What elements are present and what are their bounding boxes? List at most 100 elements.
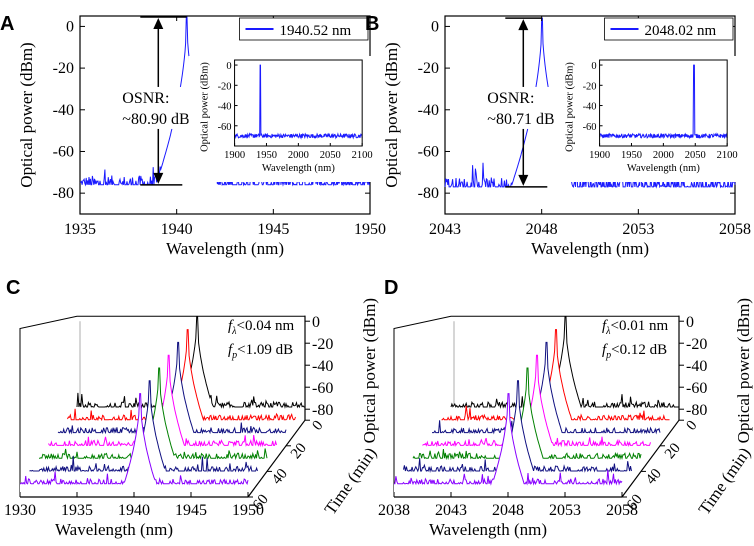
wavelength-stability-label: fλ<0.01 nm	[602, 318, 668, 337]
x-axis-label: Wavelength (nm)	[166, 239, 284, 258]
x-axis-label: Wavelength (nm)	[429, 520, 547, 539]
osnr-label: OSNR:	[122, 90, 169, 107]
time-tick-label: 40	[269, 466, 291, 488]
time-tick-label: 40	[643, 466, 665, 488]
y-tick-label: -40	[53, 102, 74, 119]
time-axis-label: Time (min)	[321, 444, 381, 518]
y-tick-label: -40	[418, 102, 439, 119]
series-fill	[441, 329, 670, 433]
x-tick-label: 1935	[61, 502, 93, 519]
time-axis-label: Time (min)	[695, 444, 754, 518]
z-tick-label: -60	[312, 380, 333, 397]
z-axis-label: Optical power (dBm)	[360, 298, 379, 443]
osnr-label: OSNR:	[487, 90, 534, 107]
x-tick-label: 2048	[492, 502, 524, 519]
inset-x-tick-label: 2100	[717, 150, 738, 161]
f-symbol: f	[602, 342, 608, 358]
x-tick-label: 1940	[118, 502, 150, 519]
x-tick-label: 2058	[719, 221, 751, 238]
time-axis-line	[247, 419, 306, 498]
inset-y-tick-label: 0	[226, 61, 231, 72]
subscript: p	[605, 350, 611, 361]
y-tick-label: 0	[66, 18, 74, 35]
box-outline-left	[19, 315, 305, 497]
osnr-value: ~80.90 dB	[122, 111, 189, 128]
box-outline-left	[393, 315, 679, 497]
inset-y-axis-label: Optical power (dBm)	[200, 62, 211, 152]
wavelength-stability-label: fλ<0.04 nm	[228, 318, 294, 337]
x-axis-label: Wavelength (nm)	[531, 239, 649, 258]
x-tick-label: 2043	[435, 502, 467, 519]
inset-y-tick-label: 0	[591, 61, 596, 72]
inset-x-tick-label: 2000	[288, 150, 309, 161]
series-10min-line	[441, 329, 670, 422]
spectrum-line	[444, 17, 736, 189]
time-tick-label: 20	[288, 440, 310, 462]
series-fill	[20, 393, 248, 497]
osnr-arrow-head-down	[153, 172, 164, 184]
inset-y-tick-label: -20	[218, 81, 232, 92]
inset-x-tick-label: 1900	[589, 150, 610, 161]
z-tick-label: -40	[686, 358, 707, 375]
inset-y-axis-label: Optical power (dBm)	[565, 62, 576, 152]
y-tick-label: -20	[418, 60, 439, 77]
inset-x-tick-label: 2050	[685, 150, 706, 161]
x-tick-label: 1935	[64, 221, 96, 238]
series-60min-line	[19, 393, 249, 486]
inset-y-tick-label: -60	[218, 122, 232, 133]
inset-x-tick-label: 1950	[621, 150, 642, 161]
z-axis-label: Optical power (dBm)	[734, 298, 753, 443]
y-tick-label: -60	[53, 143, 74, 160]
osnr-value: ~80.71 dB	[487, 111, 554, 128]
f-symbol: f	[602, 318, 608, 334]
inset-spectrum-line	[234, 64, 363, 140]
series-50min-line	[403, 380, 632, 473]
inset-y-tick-label: -60	[583, 122, 597, 133]
z-tick-label: 0	[312, 314, 320, 331]
stability-value: <0.04 nm	[237, 318, 295, 334]
stability-value: <1.09 dB	[237, 342, 293, 358]
f-symbol: f	[228, 342, 234, 358]
inset-y-tick-label: -40	[218, 102, 232, 113]
series-0min-line	[450, 316, 679, 409]
x-tick-label: 2048	[526, 221, 558, 238]
y-tick-label: -60	[418, 143, 439, 160]
z-tick-label: -60	[686, 380, 707, 397]
x-tick-label: 1945	[257, 221, 289, 238]
inset-x-axis-label: Wavelength (nm)	[262, 163, 335, 174]
inset-background	[188, 56, 373, 182]
inset-y-tick-label: -40	[583, 102, 597, 113]
power-stability-label: fp<1.09 dB	[228, 342, 293, 361]
time-tick-label: 0	[683, 418, 700, 434]
osnr-label-bg	[483, 86, 564, 129]
inset-background	[553, 56, 738, 182]
panel-letter: B	[365, 13, 379, 35]
x-tick-label: 1930	[4, 502, 36, 519]
legend-label: 2048.02 nm	[645, 23, 717, 39]
legend-box	[604, 17, 734, 41]
series-30min-line	[422, 354, 651, 448]
z-tick-label: -20	[312, 336, 333, 353]
subscript: λ	[605, 326, 611, 337]
z-tick-label: -80	[312, 402, 333, 419]
stability-value: <0.01 nm	[611, 318, 669, 334]
inset-spectrum-line	[599, 64, 728, 140]
x-tick-label: 1950	[354, 221, 386, 238]
x-tick-label: 2053	[622, 221, 654, 238]
inset-x-tick-label: 1900	[224, 150, 245, 161]
time-tick-label: 20	[662, 440, 684, 462]
series-fill	[413, 368, 641, 472]
x-tick-label: 1940	[161, 221, 193, 238]
x-axis-label: Wavelength (nm)	[55, 520, 173, 539]
z-tick-label: 0	[686, 314, 694, 331]
x-tick-label: 2053	[549, 502, 581, 519]
f-symbol: f	[228, 318, 234, 334]
inset-x-tick-label: 2100	[352, 150, 373, 161]
y-axis-label: Optical power (dBm)	[17, 42, 36, 187]
x-tick-label: 1945	[175, 502, 207, 519]
y-axis-label: Optical power (dBm)	[382, 42, 401, 187]
legend-box	[239, 17, 369, 41]
y-tick-label: -80	[53, 185, 74, 202]
series-60min-line	[394, 393, 623, 486]
